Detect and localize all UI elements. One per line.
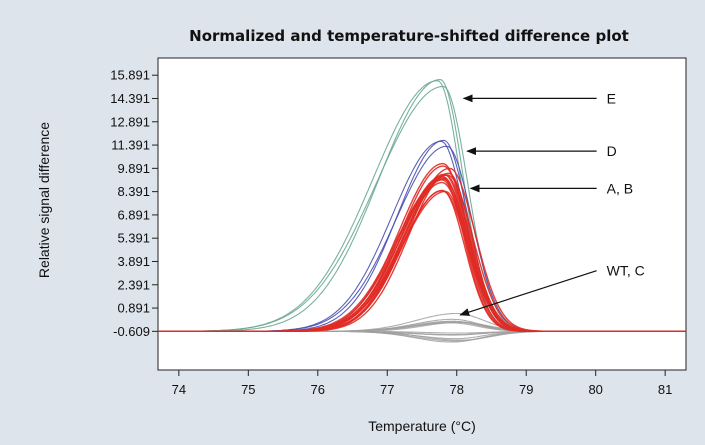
chart-title: Normalized and temperature-shifted diffe… xyxy=(189,27,629,45)
y-tick-label: 14.391 xyxy=(110,91,150,106)
x-axis: 74 75 76 77 78 79 80 81 xyxy=(172,370,672,397)
plot-area xyxy=(157,57,687,371)
y-tick-label: -0.609 xyxy=(113,324,150,339)
curve xyxy=(158,189,686,332)
x-tick-label: 75 xyxy=(241,382,255,397)
x-tick-label: 76 xyxy=(311,382,325,397)
y-tick-label: 3.891 xyxy=(117,254,150,269)
y-axis-label: Relative signal difference xyxy=(36,122,52,278)
x-tick-label: 78 xyxy=(450,382,464,397)
annotation-label: WT, C xyxy=(607,263,645,279)
x-tick-label: 74 xyxy=(172,382,186,397)
annotation-arrow xyxy=(459,270,597,316)
y-tick-label: 15.891 xyxy=(110,68,150,83)
curves-group xyxy=(158,79,686,343)
y-tick-label: 11.391 xyxy=(111,138,150,153)
x-tick-label: 79 xyxy=(519,382,533,397)
series-a-b xyxy=(158,162,686,332)
y-tick-label: 5.391 xyxy=(117,231,150,246)
x-tick-label: 80 xyxy=(588,382,602,397)
x-tick-label: 81 xyxy=(658,382,672,397)
annotation-label: D xyxy=(607,143,617,159)
y-tick-label: 8.391 xyxy=(117,184,150,199)
y-tick-label: 9.891 xyxy=(117,161,150,176)
y-tick-label: 6.891 xyxy=(117,207,150,222)
annotations-group: E D A, B WT, C xyxy=(459,90,645,316)
y-tick-label: 12.891 xyxy=(110,114,150,129)
x-axis-label: Temperature (°C) xyxy=(368,418,476,434)
y-tick-label: 0.891 xyxy=(117,301,150,316)
annotation-label: A, B xyxy=(607,180,633,196)
annotation-label: E xyxy=(607,90,616,106)
y-axis: -0.609 0.891 2.391 3.891 5.391 6.891 8.391 9.89… xyxy=(110,68,158,339)
y-tick-label: 2.391 xyxy=(117,277,150,292)
x-tick-label: 77 xyxy=(380,382,394,397)
